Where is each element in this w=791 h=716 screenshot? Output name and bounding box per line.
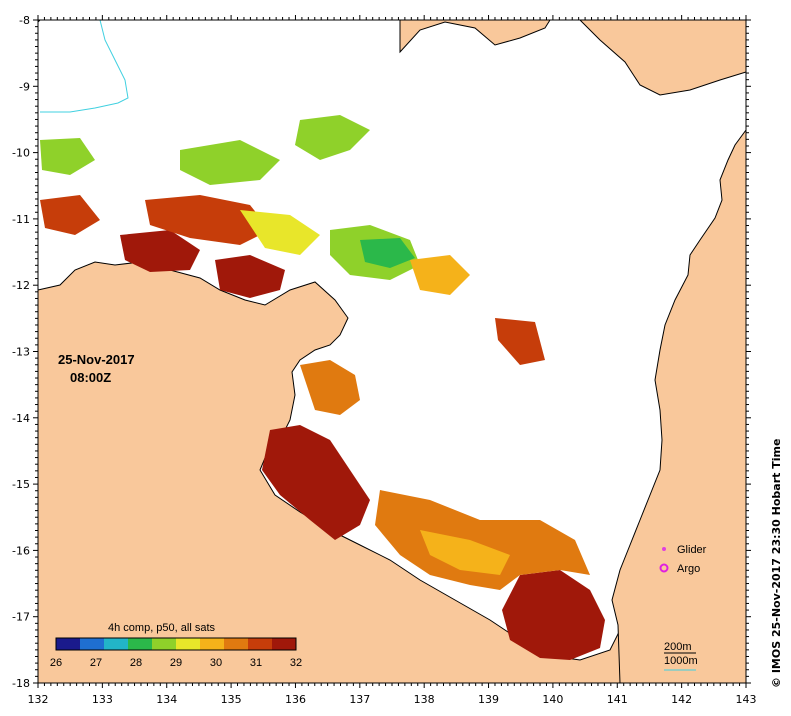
x-tick-label: 132 bbox=[28, 693, 49, 706]
glider-marker-icon bbox=[662, 547, 666, 551]
colorbar-segment bbox=[128, 638, 153, 650]
colorbar-segment bbox=[224, 638, 249, 650]
y-axis: -8 -9 -10 -11 -12 -13 -14 -15 -16 -17 -18 bbox=[12, 14, 751, 690]
sst-red-left bbox=[40, 195, 100, 235]
colorbar-tick-label: 31 bbox=[250, 657, 262, 669]
sst-green-north bbox=[295, 115, 370, 160]
x-tick-label: 136 bbox=[285, 693, 306, 706]
colorbar-tick-label: 27 bbox=[90, 657, 102, 669]
y-tick-label: -9 bbox=[19, 80, 30, 93]
x-tick-label: 141 bbox=[607, 693, 628, 706]
colorbar-segment bbox=[272, 638, 297, 650]
glider-label: Glider bbox=[677, 544, 707, 556]
colorbar-tick-label: 32 bbox=[290, 657, 302, 669]
cape-york-land bbox=[611, 128, 747, 684]
y-tick-label: -11 bbox=[12, 213, 30, 226]
sst-warm-coast bbox=[300, 360, 360, 415]
sst-warm-south bbox=[375, 490, 590, 590]
sst-green-mid2 bbox=[360, 238, 415, 268]
sst-hot-north bbox=[215, 255, 285, 298]
colorbar-tick-label: 26 bbox=[50, 657, 62, 669]
sst-data bbox=[40, 115, 605, 660]
colorbar-tick-label: 28 bbox=[130, 657, 142, 669]
y-tick-label: -15 bbox=[12, 478, 30, 491]
x-tick-label: 138 bbox=[414, 693, 435, 706]
contour-1000-label: 1000m bbox=[664, 655, 698, 667]
sst-hot-west bbox=[262, 425, 370, 540]
date-line-2: 08:00Z bbox=[70, 370, 111, 385]
sst-hot-north2 bbox=[120, 230, 200, 272]
sst-green-top bbox=[180, 140, 280, 185]
y-tick-label: -18 bbox=[12, 677, 30, 690]
y-tick-label: -14 bbox=[12, 412, 30, 425]
colorbar-segment bbox=[176, 638, 201, 650]
colorbar bbox=[56, 638, 297, 650]
y-tick-label: -13 bbox=[12, 346, 30, 359]
contour-1000m-line bbox=[40, 19, 129, 113]
x-axis: 132 133 134 135 136 137 138 139 140 141 142 143 bbox=[28, 15, 757, 706]
colorbar-segment bbox=[152, 638, 177, 650]
colorbar-tick-label: 29 bbox=[170, 657, 182, 669]
x-tick-label: 135 bbox=[221, 693, 242, 706]
legend-title: 4h comp, p50, all sats bbox=[108, 622, 216, 634]
credit-text: © IMOS 25-Nov-2017 23:30 Hobart Time bbox=[770, 439, 783, 688]
platform-legend: Glider Argo bbox=[659, 544, 707, 575]
contour-legend: 200m 1000m bbox=[664, 641, 698, 671]
sst-orange-east bbox=[410, 255, 470, 295]
colorbar-segment bbox=[248, 638, 273, 650]
y-tick-label: -16 bbox=[12, 544, 30, 557]
colorbar-legend: 4h comp, p50, all sats 26 27 28 29 30 31 32 bbox=[50, 622, 302, 669]
colorbar-frame bbox=[55, 637, 297, 651]
x-tick-label: 137 bbox=[349, 693, 370, 706]
colorbar-ticks: 26 27 28 29 30 31 32 bbox=[50, 657, 302, 669]
x-tick-label: 134 bbox=[156, 693, 177, 706]
sst-hot-south bbox=[502, 570, 605, 660]
sst-mid-south bbox=[420, 530, 510, 575]
colorbar-tick-label: 30 bbox=[210, 657, 222, 669]
x-tick-label: 133 bbox=[92, 693, 113, 706]
x-tick-label: 140 bbox=[542, 693, 563, 706]
x-tick-label: 139 bbox=[478, 693, 499, 706]
argo-marker-icon bbox=[659, 563, 669, 573]
y-tick-label: -12 bbox=[12, 279, 30, 292]
colorbar-segment bbox=[104, 638, 129, 650]
date-line-1: 25-Nov-2017 bbox=[58, 352, 135, 367]
colorbar-segment bbox=[200, 638, 225, 650]
colorbar-segment bbox=[56, 638, 81, 650]
sst-green-topleft bbox=[40, 138, 95, 175]
sst-red-east bbox=[495, 318, 545, 365]
argo-label: Argo bbox=[677, 563, 700, 575]
y-tick-label: -10 bbox=[12, 147, 30, 160]
x-tick-label: 142 bbox=[671, 693, 692, 706]
y-tick-label: -8 bbox=[19, 14, 30, 27]
y-tick-label: -17 bbox=[12, 611, 30, 624]
colorbar-segment bbox=[80, 638, 105, 650]
x-tick-label: 143 bbox=[736, 693, 757, 706]
sst-yellow-north bbox=[240, 210, 320, 255]
sst-warm-north bbox=[145, 195, 270, 245]
contour-200-label: 200m bbox=[664, 641, 692, 653]
